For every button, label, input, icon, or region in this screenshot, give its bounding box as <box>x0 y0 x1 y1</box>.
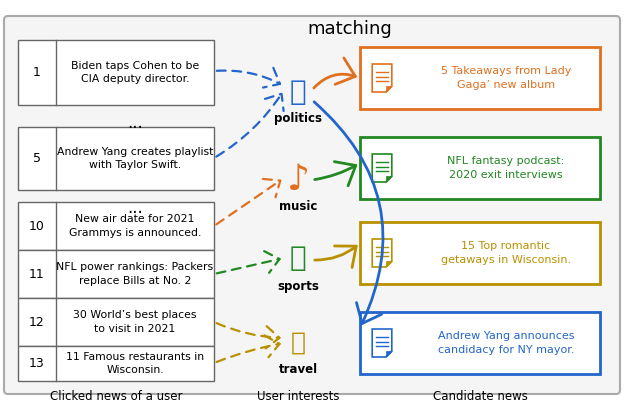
Polygon shape <box>386 86 392 92</box>
Text: ...: ... <box>127 199 143 217</box>
Text: matching: matching <box>307 20 393 38</box>
Text: 11 Famous restaurants in
Wisconsin.: 11 Famous restaurants in Wisconsin. <box>66 352 204 375</box>
Text: 12: 12 <box>29 315 45 328</box>
Text: 5 Takeaways from Lady
Gaga’ new album: 5 Takeaways from Lady Gaga’ new album <box>441 67 571 90</box>
Text: ♪: ♪ <box>287 163 309 197</box>
Text: 10: 10 <box>29 220 45 233</box>
Text: 🏃: 🏃 <box>290 244 306 272</box>
Polygon shape <box>372 329 392 357</box>
Text: sports: sports <box>277 280 319 293</box>
Text: NFL fantasy podcast:
2020 exit interviews: NFL fantasy podcast: 2020 exit interview… <box>448 156 565 180</box>
Text: NFL power rankings: Packers
replace Bills at No. 2: NFL power rankings: Packers replace Bill… <box>56 262 213 286</box>
Text: User interests: User interests <box>257 390 339 403</box>
Text: 🏛: 🏛 <box>290 78 306 106</box>
Text: 1: 1 <box>33 66 41 79</box>
Text: Candidate news: Candidate news <box>433 390 528 403</box>
Bar <box>18 298 214 346</box>
Text: ...: ... <box>127 114 143 132</box>
Bar <box>18 250 214 298</box>
Bar <box>360 222 600 284</box>
Text: travel: travel <box>279 363 317 376</box>
Text: music: music <box>279 200 317 213</box>
Text: 5: 5 <box>33 152 41 165</box>
Text: politics: politics <box>274 112 322 125</box>
FancyBboxPatch shape <box>4 16 620 394</box>
Bar <box>360 312 600 374</box>
Polygon shape <box>386 261 392 267</box>
Text: Biden taps Cohen to be
CIA deputy director.: Biden taps Cohen to be CIA deputy direct… <box>71 61 199 84</box>
Text: 13: 13 <box>29 357 45 370</box>
Polygon shape <box>372 239 392 267</box>
Polygon shape <box>372 154 392 182</box>
Text: 15 Top romantic
getaways in Wisconsin.: 15 Top romantic getaways in Wisconsin. <box>441 242 571 265</box>
Polygon shape <box>386 351 392 357</box>
Bar <box>360 137 600 199</box>
Text: New air date for 2021
Grammys is announced.: New air date for 2021 Grammys is announc… <box>69 214 201 237</box>
Text: 30 World’s best places
to visit in 2021: 30 World’s best places to visit in 2021 <box>73 310 197 334</box>
Text: 🌴: 🌴 <box>290 331 305 355</box>
Text: 11: 11 <box>29 268 45 281</box>
Bar <box>18 127 214 190</box>
Bar <box>18 40 214 105</box>
Text: Andrew Yang announces
candidacy for NY mayor.: Andrew Yang announces candidacy for NY m… <box>438 331 574 355</box>
Bar <box>18 346 214 381</box>
Bar <box>360 47 600 109</box>
Bar <box>18 202 214 250</box>
Polygon shape <box>372 64 392 92</box>
Text: Andrew Yang creates playlist
with Taylor Swift.: Andrew Yang creates playlist with Taylor… <box>57 147 213 170</box>
Text: Clicked news of a user: Clicked news of a user <box>49 390 182 403</box>
Polygon shape <box>386 176 392 182</box>
